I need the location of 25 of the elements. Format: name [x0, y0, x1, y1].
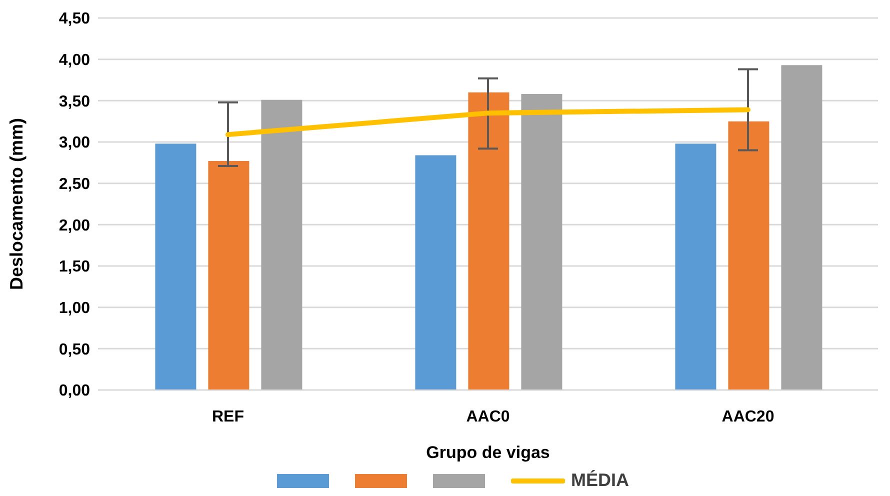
y-tick-label: 3,00	[58, 134, 90, 152]
legend-label: MÉDIA	[571, 470, 629, 491]
bar	[468, 92, 510, 390]
y-tick-label: 2,00	[58, 217, 90, 234]
y-tick-label: 1,50	[58, 258, 90, 276]
y-tick-label: 1,00	[58, 300, 90, 318]
bar	[781, 65, 822, 390]
bar	[261, 100, 302, 390]
bar	[728, 121, 770, 390]
x-tick-label: AAC20	[722, 408, 774, 426]
bar	[415, 155, 456, 390]
x-axis-title: Grupo de vigas	[426, 443, 550, 462]
bar	[208, 161, 250, 390]
y-tick-label: 4,50	[58, 10, 90, 28]
bar	[155, 144, 196, 390]
y-tick-label: 2,50	[58, 176, 90, 194]
x-tick-label: REF	[212, 408, 244, 426]
y-tick-label: 4,00	[58, 52, 90, 70]
bar	[675, 144, 716, 390]
y-axis-title: Deslocamento (mm)	[6, 118, 26, 290]
bar	[521, 94, 562, 390]
x-tick-label: AAC0	[466, 408, 510, 426]
y-tick-label: 0,50	[58, 341, 90, 358]
y-tick-label: 3,50	[58, 93, 90, 110]
y-tick-label: 0,00	[58, 382, 90, 400]
